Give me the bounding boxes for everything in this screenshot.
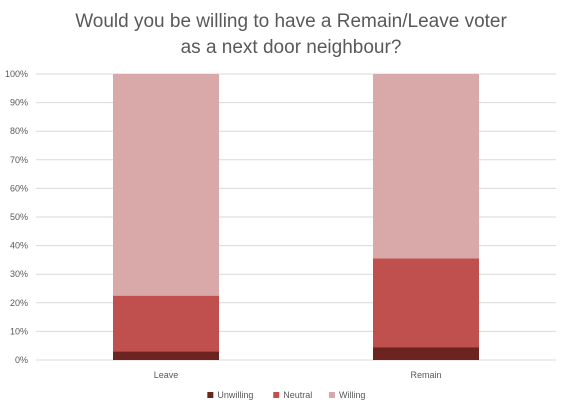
y-tick-label: 10%: [10, 326, 28, 336]
y-tick-label: 20%: [10, 298, 28, 308]
bar-segment: [373, 347, 479, 360]
y-tick-label: 100%: [5, 69, 28, 79]
legend-swatch: [207, 392, 214, 398]
legend-swatch: [328, 392, 335, 398]
bar-segment: [113, 351, 219, 360]
y-tick-label: 0%: [15, 355, 28, 365]
bar-segment: [373, 258, 479, 348]
chart-title-line-1: Would you be willing to have a Remain/Le…: [75, 11, 507, 32]
chart-title-line-2: as a next door neighbour?: [181, 37, 402, 58]
bars: [113, 74, 479, 360]
bar-segment: [113, 295, 219, 352]
y-tick-label: 80%: [10, 126, 28, 136]
x-category-label: Leave: [154, 370, 179, 380]
bar-segment: [373, 74, 479, 259]
legend-label: Willing: [339, 390, 366, 400]
y-tick-label: 40%: [10, 241, 28, 251]
y-tick-label: 50%: [10, 212, 28, 222]
legend: Unwilling Neutral Willing: [207, 390, 365, 400]
legend-label: Neutral: [283, 390, 312, 400]
y-tick-label: 70%: [10, 155, 28, 165]
y-tick-label: 60%: [10, 183, 28, 193]
x-category-label: Remain: [410, 370, 441, 380]
legend-label: Unwilling: [217, 390, 253, 400]
bar-segment: [113, 74, 219, 296]
axis-labels: 0% 10% 20% 30% 40% 50% 60% 70% 80% 90% 100% Leave Re…: [5, 69, 442, 380]
legend-swatch: [273, 392, 280, 398]
y-tick-label: 30%: [10, 269, 28, 279]
y-tick-label: 90%: [10, 98, 28, 108]
